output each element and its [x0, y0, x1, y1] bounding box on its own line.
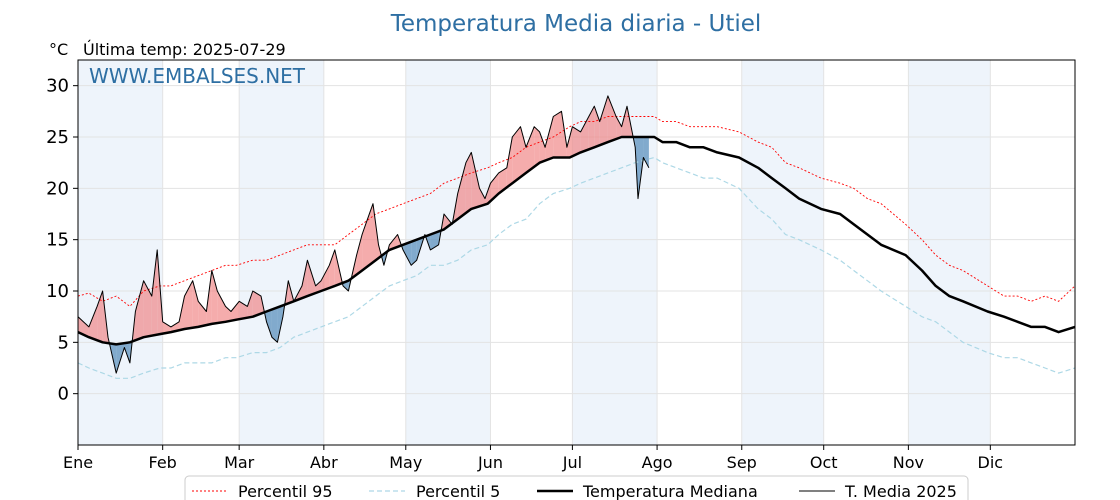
x-tick-label-may: May [389, 453, 422, 472]
series-line-2025 [77, 95, 650, 374]
legend-box [184, 475, 969, 500]
anomaly-fill-segment [594, 106, 600, 148]
anomaly-fill-segment [403, 241, 412, 266]
legend: Percentil 95 Percentil 5 Temperatura Med… [184, 475, 969, 500]
month-band-sep [741, 60, 824, 445]
anomaly-fill-segment [485, 183, 491, 205]
x-tick-label-mar: Mar [224, 453, 255, 472]
anomaly-fill-segment [638, 137, 644, 199]
anomaly-fill-segment [329, 249, 335, 288]
anomaly-fill-segment [520, 126, 526, 177]
anomaly-fill-segment [266, 309, 272, 338]
x-tick-label-jul: Jul [562, 453, 582, 472]
month-band-nov [908, 60, 991, 445]
anomaly-fill-segment [88, 306, 98, 341]
y-tick-label-10: 10 [46, 281, 69, 302]
anomaly-fill-segment [566, 126, 573, 158]
anomaly-fill-segment [465, 152, 472, 213]
x-tick-label-jun: Jun [477, 453, 503, 472]
anomaly-fill-segment [277, 305, 283, 343]
y-tick-label-0: 0 [58, 384, 69, 405]
anomaly-fill-segment [315, 280, 322, 294]
y-tick-label-30: 30 [46, 76, 69, 97]
legend-label-median: Temperatura Mediana [582, 482, 758, 500]
anomaly-fill-segment [373, 203, 379, 263]
anomaly-fill-segment [621, 106, 627, 137]
plot-frame [77, 59, 1076, 446]
month-band-ene [78, 60, 163, 445]
legend-label-current: T. Media 2025 [844, 482, 957, 500]
anomaly-fill-segment [302, 260, 308, 299]
anomaly-fill-segment [411, 239, 417, 266]
anomaly-fill-segment [151, 249, 158, 336]
anomaly-fill-segment [599, 95, 608, 146]
x-tick-label-nov: Nov [893, 453, 924, 472]
anomaly-fill-segment [498, 167, 507, 194]
anomaly-fill-segment [231, 301, 240, 321]
anomaly-fill-segment [506, 137, 513, 188]
month-band-may [405, 60, 491, 445]
anomaly-fill-segment [271, 307, 278, 343]
anomaly-fill-segment [321, 265, 330, 291]
x-tick-label-ago: Ago [642, 453, 673, 472]
chart-title: Temperatura Media diaria - Utiel [390, 11, 762, 37]
x-tick-label-sep: Sep [727, 453, 757, 472]
anomaly-fill-segment [616, 116, 622, 140]
legend-label-p5: Percentil 5 [416, 482, 500, 500]
anomaly-fill-segment [457, 162, 466, 220]
anomaly-fill-segment [307, 260, 316, 297]
anomaly-fill-segment [444, 214, 452, 230]
y-tick-label-20: 20 [46, 178, 69, 199]
month-band-mar [239, 60, 324, 445]
anomaly-fill-segment [217, 291, 226, 323]
y-tick-label-5: 5 [58, 332, 69, 353]
anomaly-fill-segment [356, 234, 363, 275]
y-axis-ticks: 0 5 10 15 20 25 30 [46, 76, 78, 405]
anomaly-fill-segment [252, 291, 261, 317]
anomaly-fill-segment [572, 126, 581, 157]
anomaly-fill-segment [534, 126, 540, 167]
y-tick-label-15: 15 [46, 230, 69, 251]
anomaly-fill-segment [211, 270, 218, 324]
anomaly-fill-segment [430, 231, 439, 250]
anomaly-fill-segment [143, 280, 152, 338]
x-tick-label-feb: Feb [149, 453, 177, 472]
anomaly-fill-segment [580, 116, 589, 153]
x-axis-ticks: Ene Feb Mar Abr May Jun Jul Ago Sep Oct Nov Dic [63, 445, 1003, 472]
anomaly-fill-segment [162, 321, 171, 334]
anomaly-fill-segment [607, 95, 617, 143]
x-tick-label-ene: Ene [63, 453, 93, 472]
anomaly-fill-segment [539, 131, 546, 163]
anomaly-fill-segment [512, 126, 521, 184]
anomaly-fill-segment [192, 280, 199, 328]
y-tick-label-25: 25 [46, 127, 69, 148]
anomaly-fill-segment [247, 291, 253, 318]
watermark: WWW.EMBALSES.NET [89, 64, 306, 88]
y-unit-label: °C [49, 40, 68, 59]
x-tick-label-dic: Dic [978, 453, 1004, 472]
anomaly-fill-segment [389, 234, 398, 250]
anomaly-fill-segment [479, 188, 485, 207]
series-lines [77, 95, 1076, 379]
x-tick-label-abr: Abr [310, 453, 338, 472]
anomaly-fill-segment [526, 126, 535, 173]
month-bands [78, 60, 991, 445]
anomaly-fill-segment [588, 106, 595, 150]
x-tick-label-oct: Oct [810, 453, 838, 472]
anomaly-fill-segment [643, 137, 649, 168]
anomaly-fill-segment [239, 301, 248, 320]
anomaly-fill-segment [198, 301, 207, 327]
series-line-percentil-95 [77, 116, 1076, 308]
last-temp-subtitle: Última temp: 2025-07-29 [83, 40, 286, 59]
anomaly-fill-segment [135, 280, 144, 341]
series-line-mediana [77, 135, 1076, 346]
series-line-percentil-5 [77, 156, 1076, 379]
anomaly-fill-segment [471, 152, 480, 209]
legend-label-p95: Percentil 95 [238, 482, 333, 500]
